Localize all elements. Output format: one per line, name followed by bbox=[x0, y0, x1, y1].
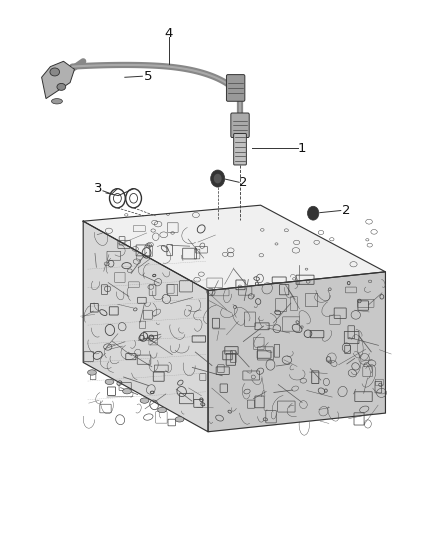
Circle shape bbox=[130, 193, 138, 203]
Ellipse shape bbox=[105, 379, 114, 384]
Text: 1: 1 bbox=[298, 142, 307, 155]
Text: 2: 2 bbox=[342, 204, 350, 217]
Ellipse shape bbox=[158, 407, 166, 413]
Text: 3: 3 bbox=[94, 182, 103, 195]
Ellipse shape bbox=[88, 370, 96, 375]
Circle shape bbox=[126, 189, 141, 208]
Polygon shape bbox=[83, 205, 385, 290]
Circle shape bbox=[211, 170, 225, 187]
FancyBboxPatch shape bbox=[231, 113, 249, 138]
Ellipse shape bbox=[50, 68, 60, 76]
Text: 2: 2 bbox=[239, 176, 248, 189]
Ellipse shape bbox=[140, 398, 149, 403]
Polygon shape bbox=[83, 221, 208, 432]
Polygon shape bbox=[208, 272, 385, 432]
Ellipse shape bbox=[123, 389, 131, 394]
Text: 4: 4 bbox=[164, 27, 173, 39]
Ellipse shape bbox=[52, 99, 63, 104]
FancyBboxPatch shape bbox=[234, 133, 247, 165]
FancyBboxPatch shape bbox=[226, 75, 245, 101]
Polygon shape bbox=[42, 61, 74, 99]
Circle shape bbox=[214, 174, 222, 183]
Circle shape bbox=[113, 193, 121, 203]
Circle shape bbox=[307, 206, 319, 220]
Text: 5: 5 bbox=[144, 70, 152, 83]
Ellipse shape bbox=[57, 84, 66, 90]
Ellipse shape bbox=[175, 417, 184, 422]
Circle shape bbox=[110, 189, 125, 208]
